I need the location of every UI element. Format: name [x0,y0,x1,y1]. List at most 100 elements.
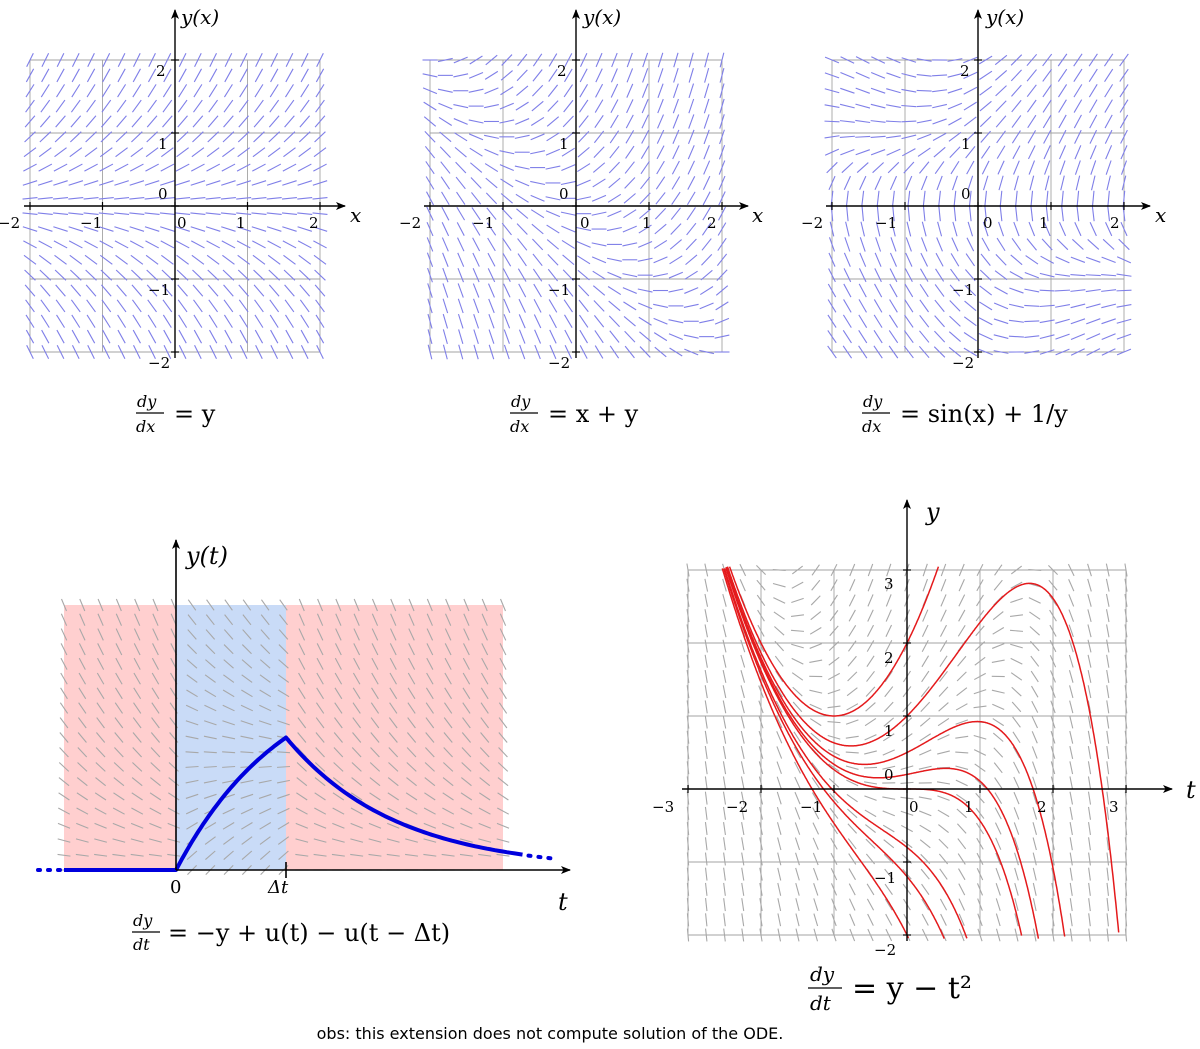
slope-segment [114,717,124,729]
slope-segment [254,68,264,83]
slope-segment [561,239,575,249]
slope-segment [60,687,68,700]
slope-segment [1051,852,1055,866]
slope-segment [774,626,785,636]
slope-segment [186,850,198,860]
slope-segment [975,625,985,637]
slope-segment [578,115,589,128]
slope-segment [205,180,221,186]
slope-segment [445,613,452,626]
slope-segment [370,732,380,743]
slope-segment [1088,837,1091,851]
slope-segment [187,629,197,640]
slope-segment [253,269,265,281]
slope-segment [858,314,868,328]
slope-segment [1008,303,1024,309]
slope-segment [130,254,144,265]
slope-segment [723,837,726,851]
slope-segment [701,238,712,251]
slope-segment [1106,745,1110,760]
slope-segment [441,822,455,829]
slope-segment [203,765,217,768]
y-axis-label: y(t) [185,542,228,570]
slope-segment [530,150,546,155]
slope-segment [425,732,435,743]
slope-segment [147,329,157,344]
slope-segment [115,147,128,158]
slope-segment [98,196,114,200]
slope-segment [1044,160,1051,175]
slope-segment [1087,669,1092,683]
slope-segment [654,207,667,220]
slope-segment [316,687,324,700]
slope-segment [1068,579,1075,592]
slope-segment [1010,565,1023,575]
slope-segment [223,836,235,845]
slope-segment [484,148,499,156]
slope-segment [561,147,575,157]
slope-segment [1070,303,1086,309]
slope-segment [191,254,205,265]
slope-segment [270,329,279,344]
slope-segment [38,163,53,172]
slope-segment [886,148,901,156]
slope-segment [424,145,436,159]
slope-segment [259,674,271,683]
slope-segment [865,824,876,834]
slope-segment [1124,898,1128,912]
slope-segment [368,853,382,857]
slope-segment [809,627,822,635]
slope-segment [223,850,234,860]
slope-segment [871,56,886,64]
slope-segment [791,643,804,649]
slope-segment [858,345,868,359]
slope-segment [97,643,104,656]
slope-segment [1106,639,1110,653]
slope-segment [442,777,454,787]
slope-segment [688,52,694,68]
slope-segment [1068,624,1074,638]
slope-segment [386,853,400,857]
slope-segment [884,868,894,880]
slope-segment [1024,350,1040,354]
slope-segment [86,99,96,113]
slope-segment [963,101,977,111]
slope-segment [241,659,253,669]
slope-segment [162,314,172,328]
slope-segment [427,283,433,298]
slope-segment [59,717,69,729]
slope-segment [809,643,822,649]
slope-segment [829,807,839,819]
slope-segment [595,83,604,98]
slope-segment [595,68,603,83]
slope-segment [517,253,527,267]
slope-segment [1069,700,1074,714]
slope-segment [886,72,901,79]
slope-segment [423,807,436,815]
equation-numerator: dy [133,911,153,930]
x-tick-label: 1 [1039,214,1049,232]
slope-segment [222,704,235,712]
slope-segment [885,104,901,109]
slope-segment [60,613,68,626]
slope-segment [1087,609,1092,623]
slope-segment [704,837,708,851]
slope-segment [548,299,558,313]
y-tick-label: −1 [148,281,170,299]
slope-segment [948,331,961,342]
slope-segment [1057,84,1068,98]
slope-segment [277,822,290,830]
slope-segment [178,314,188,328]
slope-segment [1124,745,1128,760]
slope-segment [855,103,871,109]
slope-segment [686,700,690,714]
t-tick-label: 3 [1109,798,1119,816]
slope-segment [866,898,875,911]
slope-segment [237,254,251,265]
slope-segment [205,644,216,655]
tick-marks [831,59,1125,353]
slope-segment [56,345,65,359]
slope-segment [874,268,882,283]
slope-segment [1087,238,1100,250]
slope-segment [185,720,199,726]
